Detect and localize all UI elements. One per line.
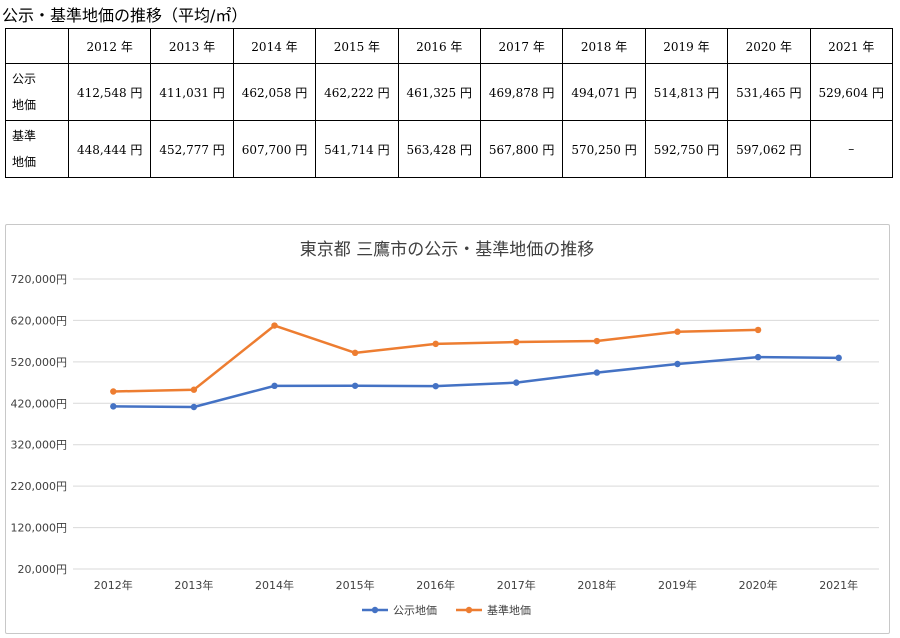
table-cell: 452,777 円: [150, 120, 234, 178]
x-tick-label: 2020年: [739, 578, 778, 592]
table-cell: 462,222 円: [315, 63, 399, 121]
data-point: [351, 382, 359, 389]
data-point: [110, 388, 117, 395]
y-tick-label: 220,000円: [11, 480, 68, 493]
y-tick-label: 720,000円: [11, 273, 68, 286]
year-header: 2020 年: [727, 28, 811, 64]
row-label-line: 地価: [12, 98, 37, 112]
series-line: [113, 324, 759, 393]
table-cell: 529,604 円: [809, 63, 894, 121]
data-point: [754, 326, 762, 334]
data-point: [835, 354, 842, 362]
table-cell: 567,800 円: [479, 120, 564, 178]
data-point: [513, 338, 520, 346]
table-cell: 563,428 円: [397, 120, 481, 178]
table-cell: 412,548 円: [67, 63, 152, 121]
year-header: 2014 年: [232, 28, 317, 64]
data-point: [110, 403, 117, 410]
year-header: 2021 年: [809, 28, 894, 64]
data-point: [754, 353, 762, 361]
table-cell: 411,031 円: [150, 63, 234, 121]
data-point: [432, 340, 439, 348]
chart-title: 東京都 三鷹市の公示・基準地価の推移: [300, 239, 594, 260]
table-cell: 592,750 円: [644, 120, 729, 178]
table-header-row: 2012 年 2013 年 2014 年 2015 年 2016 年 2017 …: [5, 28, 894, 64]
table-cell: 461,325 円: [397, 63, 481, 121]
legend-marker: [371, 606, 379, 614]
land-price-table: 2012 年 2013 年 2014 年 2015 年 2016 年 2017 …: [5, 28, 894, 178]
table-cell: 514,813 円: [644, 63, 729, 121]
legend-label: 基準地価: [487, 603, 531, 617]
data-point: [351, 349, 359, 357]
x-tick-label: 2021年: [819, 578, 858, 592]
y-tick-label: 320,000円: [11, 439, 68, 452]
x-tick-label: 2014年: [255, 578, 294, 592]
year-header: 2018 年: [562, 28, 646, 64]
year-header: 2017 年: [479, 28, 564, 64]
row-label-line: 公示: [12, 72, 37, 86]
x-tick-label: 2018年: [577, 578, 616, 592]
row-label-line: 地価: [12, 155, 37, 169]
row-label-line: 基準: [12, 129, 37, 143]
data-point: [271, 322, 278, 329]
page-heading: 公示・基準地価の推移（平均/㎡）: [2, 6, 248, 25]
data-point: [593, 337, 601, 345]
y-tick-label: 20,000円: [18, 563, 68, 576]
data-point: [674, 360, 681, 368]
y-axis-ticks: 20,000円 120,000円 220,000円 320,000円 420,000円 5…: [11, 273, 68, 576]
y-tick-label: 120,000円: [11, 522, 68, 535]
row-label-standard-price: 基準 地価: [5, 120, 69, 178]
chart-canvas: 東京都 三鷹市の公示・基準地価の推移 20,000円 120,000円 220,00…: [11, 239, 879, 617]
series-lines: [110, 322, 842, 411]
year-header: 2016 年: [397, 28, 481, 64]
data-point: [190, 386, 198, 393]
year-header: 2012 年: [67, 28, 152, 64]
year-header: 2015 年: [315, 28, 399, 64]
line-chart: 東京都 三鷹市の公示・基準地価の推移 20,000円 120,000円 220,00…: [5, 224, 890, 634]
table-cell: 607,700 円: [232, 120, 317, 178]
table-row-standard-price: 基準 地価 448,444 円 452,777 円 607,700 円 541,…: [5, 120, 894, 178]
table-cell: 531,465 円: [727, 63, 811, 121]
table-corner-cell: [5, 28, 69, 64]
x-tick-label: 2015年: [336, 578, 375, 592]
table-cell: –: [809, 120, 894, 178]
x-tick-label: 2013年: [174, 578, 213, 592]
data-point: [513, 379, 520, 386]
data-point: [271, 382, 278, 390]
x-axis-ticks: 2012年 2013年 2014年 2015年 2016年 2017年 2018年 2019年…: [94, 578, 858, 592]
data-point: [674, 328, 681, 335]
table-cell: 462,058 円: [232, 63, 317, 121]
row-label-official-price: 公示 地価: [5, 63, 69, 121]
x-tick-label: 2019年: [658, 578, 697, 592]
table-cell: 597,062 円: [727, 120, 811, 178]
gridlines: [73, 278, 879, 570]
table-row-official-price: 公示 地価 412,548 円 411,031 円 462,058 円 462,…: [5, 63, 894, 121]
year-header: 2013 年: [150, 28, 234, 64]
table-cell: 469,878 円: [479, 63, 564, 121]
table-cell: 494,071 円: [562, 63, 646, 121]
data-point: [593, 369, 601, 376]
legend-label: 公示地価: [393, 604, 437, 617]
series-line: [113, 355, 839, 409]
table-cell: 570,250 円: [562, 120, 646, 178]
x-tick-label: 2012年: [94, 578, 133, 592]
legend: 公示地価 基準地価: [362, 603, 531, 617]
y-tick-label: 520,000円: [11, 356, 68, 369]
y-tick-label: 620,000円: [11, 314, 68, 327]
table-cell: 541,714 円: [315, 120, 399, 178]
table-cell: 448,444 円: [67, 120, 152, 178]
x-tick-label: 2016年: [416, 578, 455, 592]
y-tick-label: 420,000円: [11, 397, 68, 410]
legend-marker: [465, 606, 473, 614]
data-point: [432, 382, 439, 390]
year-header: 2019 年: [644, 28, 729, 64]
x-tick-label: 2017年: [497, 578, 536, 592]
data-point: [190, 403, 198, 411]
